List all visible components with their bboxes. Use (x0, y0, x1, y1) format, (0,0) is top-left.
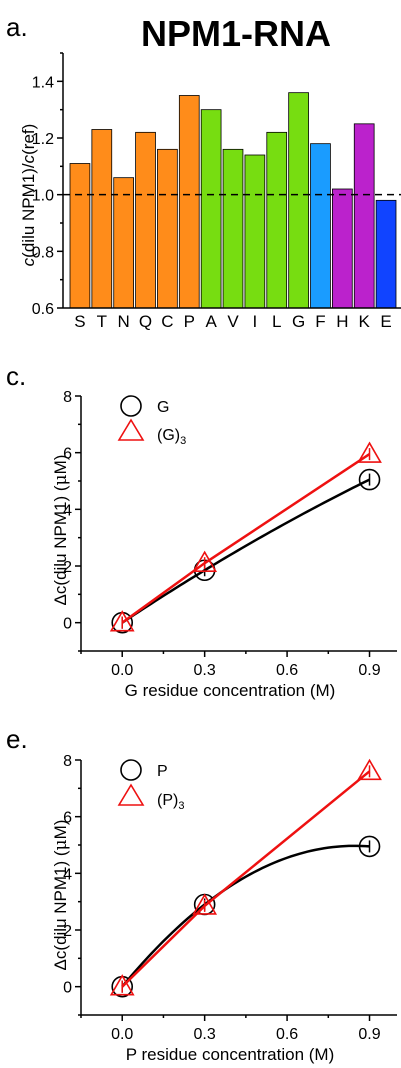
panel-e-y-tick-label: 6 (63, 810, 72, 827)
bar-C (157, 148, 178, 309)
panel-e-x-tick-label: 0.6 (276, 1026, 298, 1043)
panel-c-point-triangle (357, 441, 382, 463)
bar-F (310, 143, 331, 309)
bar-V (222, 148, 244, 309)
panel-e-legend: P (P)3 (117, 759, 184, 812)
panel-e: e. Δc(dilu NPM1) (μM) P residue concentr… (6, 724, 397, 1064)
bar-Q (135, 131, 156, 309)
panel-a-title: NPM1-RNA (141, 13, 331, 54)
panel-e-fit-line-0 (121, 844, 370, 988)
panel-c-x-tick-label: 0.0 (111, 662, 133, 679)
category-label-A: A (205, 312, 217, 331)
category-label-C: C (161, 312, 173, 331)
panel-c-fit-line-0 (121, 478, 371, 624)
panel-e-x-axis-label: P residue concentration (M) (126, 1045, 335, 1064)
panel-a-bars (69, 92, 397, 309)
panel-e-legend-label-p3: (P)3 (157, 792, 184, 812)
panel-c-legend-label-g3: (G)3 (157, 427, 186, 447)
panel-c: c. Δc(dilu NPM1) (μM) G residue concentr… (6, 361, 397, 700)
panel-e-y-tick-label: 0 (63, 980, 72, 997)
panel-a-axes: S T N Q C P A V I L G F H K E 0.6 0.8 1.0 1.2 1.4 (32, 52, 401, 331)
bar-P (178, 95, 200, 309)
category-label-V: V (227, 312, 239, 331)
panel-a-y-axis-label: c(dilu NPM1)/c(ref) (19, 124, 38, 267)
panel-c-x-tick-label: 0.9 (358, 662, 380, 679)
category-label-P: P (184, 312, 195, 331)
bar-I (244, 154, 266, 309)
panel-c-x-tick-label: 0.3 (194, 662, 216, 679)
bar-H (331, 188, 353, 309)
panel-e-x-tick-label: 0.0 (111, 1026, 133, 1043)
bar-E (375, 199, 397, 309)
panel-c-point-circle (358, 468, 381, 491)
category-label-L: L (272, 312, 281, 331)
panel-c-y-tick-label: 8 (63, 389, 72, 406)
panel-c-y-tick-label: 0 (63, 616, 72, 633)
panel-e-axes: 0 2 4 6 8 0.0 0.3 0.6 0.9 (63, 753, 397, 1043)
panel-a-y-tick-label: 0.8 (32, 244, 54, 261)
panel-c-y-axis-label: Δc(dilu NPM1) (μM) (51, 455, 71, 606)
category-label-I: I (252, 312, 257, 331)
category-label-G: G (292, 312, 305, 331)
panel-e-y-axis-label: Δc(dilu NPM1) (μM) (51, 820, 71, 971)
bar-G (288, 92, 309, 309)
panel-c-legend: G (G)3 (117, 395, 186, 447)
category-label-K: K (359, 312, 371, 331)
panel-e-point-triangle (109, 974, 135, 996)
panel-c-point-triangle (109, 610, 135, 632)
panel-e-legend-marker-p3 (117, 783, 145, 806)
panel-e-plot (109, 758, 382, 998)
panel-e-point-triangle (192, 893, 218, 915)
panel-c-legend-label-g: G (157, 399, 169, 416)
panel-c-plot (109, 441, 382, 634)
bar-N (113, 177, 134, 309)
bar-A (200, 109, 222, 309)
panel-c-legend-marker-g3 (117, 418, 145, 441)
category-label-S: S (74, 312, 85, 331)
category-label-T: T (97, 312, 107, 331)
panel-a-y-tick-label: 1.0 (32, 188, 54, 205)
panel-c-axes: 0 2 4 6 8 0.0 0.3 0.6 0.9 (63, 389, 397, 679)
panel-e-x-tick-label: 0.9 (358, 1026, 380, 1043)
panel-a-letter: a. (6, 12, 28, 42)
panel-e-y-tick-label: 2 (63, 923, 72, 940)
category-label-Q: Q (139, 312, 152, 331)
bar-L (266, 131, 288, 309)
category-label-E: E (380, 312, 391, 331)
category-label-N: N (118, 312, 130, 331)
panel-e-y-tick-label: 8 (63, 753, 72, 770)
panel-a-y-tick-label: 1.2 (32, 131, 54, 148)
panel-e-point-circle (358, 835, 381, 858)
panel-e-point-triangle (357, 758, 382, 781)
bar-T (91, 129, 113, 309)
panel-e-legend-label-p: P (157, 763, 168, 780)
panel-c-x-axis-label: G residue concentration (M) (125, 681, 336, 700)
panel-a-y-tick-label: 0.6 (32, 301, 54, 318)
bar-S (69, 163, 91, 309)
panel-c-letter: c. (6, 361, 26, 391)
panel-e-y-tick-label: 4 (63, 866, 72, 883)
panel-e-legend-marker-p (120, 759, 142, 781)
panel-e-letter: e. (6, 724, 28, 754)
panel-c-y-tick-label: 2 (63, 559, 72, 576)
panel-c-y-tick-label: 4 (63, 502, 72, 519)
panel-a-y-tick-label: 1.4 (32, 74, 54, 91)
category-label-F: F (315, 312, 325, 331)
panel-c-y-tick-label: 6 (63, 446, 72, 463)
panel-c-legend-marker-g (120, 395, 142, 417)
bar-K (353, 123, 375, 309)
panel-c-fit-line-1 (121, 453, 371, 624)
panel-c-x-tick-label: 0.6 (276, 662, 298, 679)
panel-c-point-triangle (192, 550, 218, 572)
panel-e-x-tick-label: 0.3 (194, 1026, 216, 1043)
category-label-H: H (336, 312, 348, 331)
